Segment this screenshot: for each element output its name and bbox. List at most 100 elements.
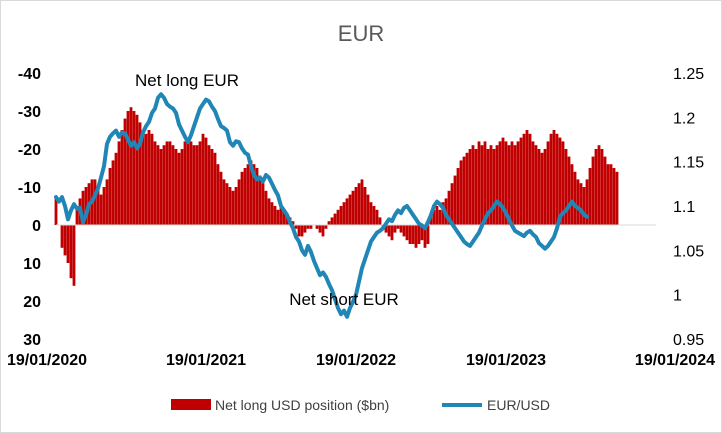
right-tick-label: 1.15 — [673, 155, 704, 172]
bar — [207, 145, 211, 225]
bar — [594, 149, 598, 225]
bar — [204, 137, 208, 225]
bar — [303, 225, 307, 233]
bar — [114, 152, 118, 225]
bar — [123, 118, 127, 225]
bar — [231, 190, 235, 225]
bar — [159, 149, 163, 225]
bar — [510, 141, 514, 225]
bar — [408, 225, 412, 244]
bar — [390, 225, 394, 241]
bar — [222, 179, 226, 225]
bar — [168, 141, 172, 225]
bar — [378, 217, 382, 225]
bar — [105, 179, 109, 225]
bar — [336, 209, 340, 225]
bar — [414, 225, 418, 248]
right-tick-label: 0.95 — [673, 332, 704, 349]
bar — [345, 198, 349, 225]
bar — [225, 183, 229, 225]
bar — [255, 168, 259, 225]
bar — [174, 149, 178, 225]
bar — [420, 225, 424, 241]
right-tick-label: 1.05 — [673, 243, 704, 260]
eurusd-line — [54, 92, 589, 319]
bars-layer — [54, 107, 619, 286]
bar — [96, 187, 100, 225]
bar — [486, 149, 490, 225]
bar — [597, 145, 601, 225]
right-tick-label: 1.25 — [673, 66, 704, 83]
bar — [201, 133, 205, 225]
bar — [432, 209, 436, 225]
bar — [216, 164, 220, 225]
left-tick-label: 30 — [23, 332, 41, 349]
bar — [465, 152, 469, 225]
bar — [132, 111, 136, 225]
line-layer — [54, 92, 589, 319]
bar — [186, 137, 190, 225]
legend-bar-swatch — [171, 399, 211, 410]
annotation-net-long: Net long EUR — [135, 71, 239, 90]
bar — [528, 133, 532, 225]
bar — [129, 107, 133, 225]
bar — [99, 194, 103, 225]
bar — [462, 156, 466, 225]
bar — [279, 206, 283, 225]
bar — [351, 190, 355, 225]
bar — [540, 152, 544, 225]
x-axis-ticks: 19/01/2020 19/01/2021 19/01/2022 19/01/2023… — [7, 352, 715, 369]
chart-title: EUR — [338, 21, 384, 46]
bar — [570, 164, 574, 225]
bar — [141, 130, 145, 225]
x-tick-label: 19/01/2022 — [316, 352, 396, 369]
bar — [276, 209, 280, 225]
left-tick-label: -20 — [18, 142, 41, 159]
bar — [573, 171, 577, 225]
bar — [498, 141, 502, 225]
bar — [522, 133, 526, 225]
bar — [246, 164, 250, 225]
bar — [66, 225, 70, 263]
right-axis-ticks: 1.25 1.2 1.15 1.1 1.05 1 0.95 — [673, 66, 704, 349]
bar — [228, 187, 232, 225]
bar — [585, 179, 589, 225]
bar — [108, 168, 112, 225]
bar — [213, 152, 217, 225]
bar — [120, 130, 124, 225]
legend-line-label: EUR/USD — [487, 397, 550, 413]
bar — [165, 141, 169, 225]
bar — [342, 202, 346, 225]
bar — [198, 141, 202, 225]
bar — [576, 179, 580, 225]
bar — [327, 221, 331, 225]
left-tick-label: -40 — [18, 66, 41, 83]
bar — [552, 130, 556, 225]
bar — [402, 225, 406, 237]
left-tick-label: 20 — [23, 294, 41, 311]
bar — [543, 149, 547, 225]
bar — [384, 225, 388, 233]
bar — [438, 209, 442, 225]
left-tick-label: 0 — [32, 218, 41, 235]
annotation-net-short: Net short EUR — [289, 290, 399, 309]
bar — [489, 145, 493, 225]
bar — [426, 225, 430, 244]
bar — [612, 168, 616, 225]
bar — [564, 149, 568, 225]
bar — [309, 225, 313, 229]
bar — [411, 225, 415, 244]
bar — [117, 141, 121, 225]
bar — [291, 221, 295, 225]
bar — [273, 206, 277, 225]
bar — [72, 225, 76, 286]
bar — [354, 187, 358, 225]
right-tick-label: 1.1 — [673, 199, 695, 216]
bar — [483, 141, 487, 225]
bar — [339, 206, 343, 225]
legend-bar-label: Net long USD position ($bn) — [215, 397, 389, 413]
bar — [297, 225, 301, 237]
bar — [258, 175, 262, 225]
bar — [63, 225, 67, 256]
